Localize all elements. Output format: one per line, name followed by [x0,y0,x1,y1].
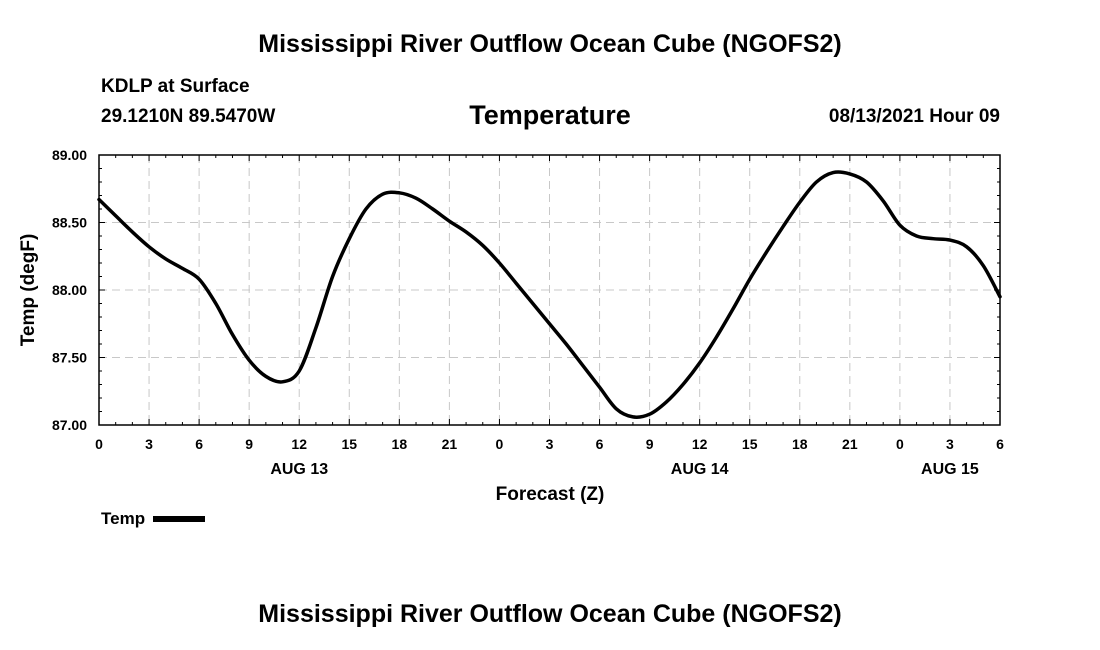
legend-label: Temp [101,509,146,528]
y-tick-label: 88.50 [52,215,87,231]
y-tick-label: 87.50 [52,350,87,366]
x-tick-label: 6 [195,436,203,452]
y-tick-label: 87.00 [52,417,87,433]
grid [99,155,1000,425]
y-tick-label: 88.00 [52,282,87,298]
station-label: KDLP at Surface [101,76,250,97]
legend: Temp [101,509,206,529]
chart-title: Temperature [469,100,631,130]
x-tick-label: 6 [996,436,1004,452]
datetime-label: 08/13/2021 Hour 09 [828,106,1000,127]
x-tick-label: 3 [946,436,954,452]
x-tick-label: 21 [842,436,858,452]
x-tick-label: 15 [341,436,357,452]
coordinates-label: 29.1210N 89.5470W [101,106,276,127]
main-title-top: Mississippi River Outflow Ocean Cube (NG… [258,30,842,58]
x-tick-label: 18 [792,436,808,452]
x-tick-label: 12 [692,436,708,452]
x-tick-label: 15 [742,436,758,452]
date-label: AUG 13 [270,461,328,478]
x-tick-label: 0 [95,436,103,452]
x-tick-labels: 0 3 6 9 12 15 18 21 0 3 6 9 12 15 18 21 0 3 6 [95,436,1004,452]
x-tick-label: 3 [546,436,554,452]
series-layer [97,170,1002,419]
main-title-bottom: Mississippi River Outflow Ocean Cube (NG… [258,600,842,628]
x-tick-label: 21 [442,436,458,452]
x-tick-label: 18 [392,436,408,452]
x-tick-label: 0 [896,436,904,452]
x-axis-title: Forecast (Z) [496,484,605,505]
x-tick-label: 6 [596,436,604,452]
series-line-temp [97,170,1002,419]
legend-line-swatch [153,516,206,522]
date-labels: AUG 13 AUG 14 AUG 15 [270,461,979,478]
x-tick-label: 12 [291,436,307,452]
y-axis-title: Temp (degF) [18,234,39,347]
tick-marks [98,154,1001,426]
x-tick-label: 9 [245,436,253,452]
x-tick-label: 9 [646,436,654,452]
date-label: AUG 14 [671,461,729,478]
date-label: AUG 15 [921,461,979,478]
x-tick-label: 0 [496,436,504,452]
x-tick-label: 3 [145,436,153,452]
y-tick-labels: 87.00 87.50 88.00 88.50 89.00 [52,147,87,433]
y-tick-label: 89.00 [52,147,87,163]
